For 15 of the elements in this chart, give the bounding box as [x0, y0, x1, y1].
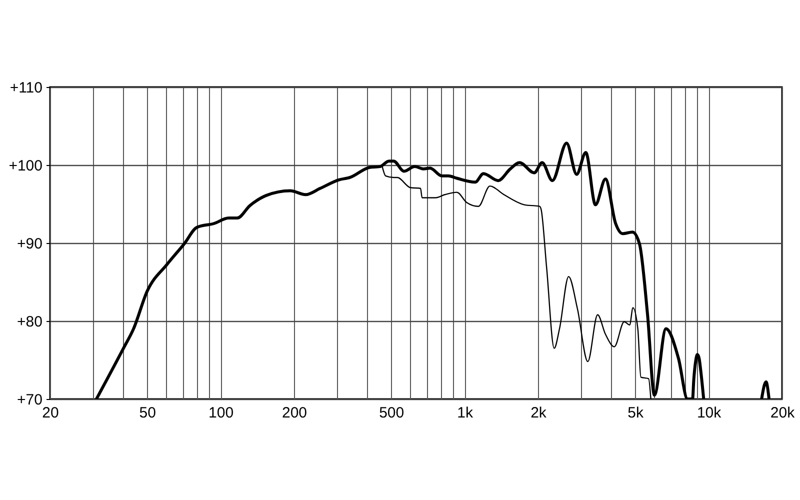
- x-tick-label: 10k: [696, 404, 722, 422]
- x-tick-label: 2k: [530, 404, 547, 422]
- y-tick-label: +100: [8, 158, 42, 174]
- x-tick-label: 20k: [770, 404, 796, 422]
- x-tick-label: 100: [208, 404, 234, 422]
- x-tick-label: 1k: [457, 404, 474, 422]
- y-tick-label: +70: [17, 392, 42, 408]
- x-tick-label: 20: [42, 404, 59, 422]
- x-tick-label: 500: [379, 404, 404, 422]
- y-tick-label: +80: [17, 314, 42, 330]
- x-tick-label: 5k: [628, 404, 644, 422]
- x-tick-label: 50: [139, 404, 156, 422]
- y-tick-label: +90: [17, 236, 42, 252]
- y-tick-label: +110: [10, 80, 42, 96]
- x-tick-label: 200: [282, 404, 308, 422]
